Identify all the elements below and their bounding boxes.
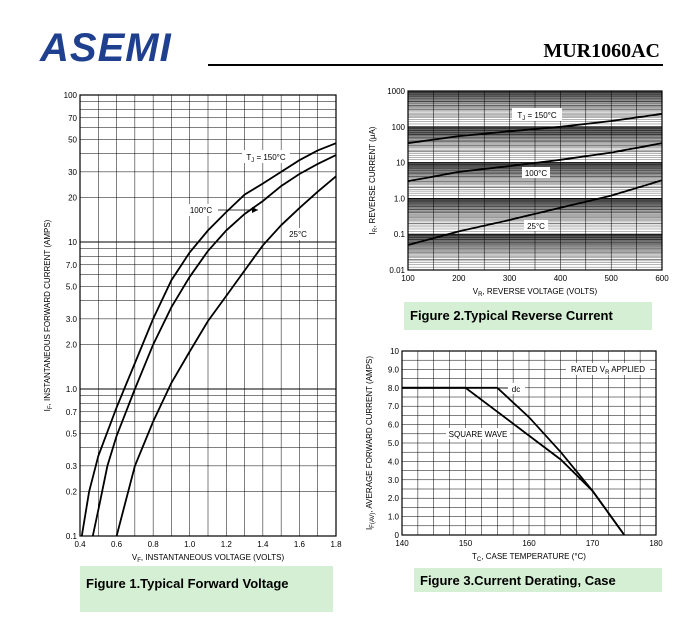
part-number: MUR1060AC xyxy=(543,40,660,62)
fig3-y-tick-label: 2.0 xyxy=(388,494,400,503)
fig1-y-tick-label: 10 xyxy=(68,238,77,247)
fig2-y-tick-label: 1000 xyxy=(387,87,405,96)
fig1-x-tick-label: 1.0 xyxy=(184,540,196,549)
fig3-x-tick-label: 170 xyxy=(586,539,600,548)
fig3-label-bg xyxy=(507,383,525,394)
fig3-y-tick-label: 10 xyxy=(390,347,399,356)
fig3-x-tick-label: 160 xyxy=(522,539,536,548)
fig1-y-tick-label: 0.5 xyxy=(66,429,78,438)
fig1-label-25: 25°C xyxy=(289,230,307,239)
fig1-plot-frame xyxy=(79,94,337,537)
fig2-series-1 xyxy=(407,142,663,183)
fig2-label-100: 100°C xyxy=(525,169,548,178)
fig2-y-tick-label: 0.1 xyxy=(394,230,406,239)
fig2-y-tick-label: 0.01 xyxy=(389,266,405,275)
fig2-label-150: TJ = 150°C xyxy=(517,111,557,122)
fig1-y-tick-label: 7.0 xyxy=(66,261,78,270)
fig1-y-tick-label: 50 xyxy=(68,135,77,144)
fig1-label-150 xyxy=(242,150,290,163)
fig1-label-bg xyxy=(186,204,216,216)
fig3-label-square-wave: SQUARE WAVE xyxy=(449,430,508,439)
fig3-label-rated: RATED VR APPLIED xyxy=(571,365,645,376)
fig1-y-tick-label: 30 xyxy=(68,168,77,177)
figure-3-caption: Figure 3.Current Derating, Case xyxy=(414,568,662,592)
fig1-y-tick-label: 3.0 xyxy=(66,315,78,324)
fig1-x-tick-label: 1.6 xyxy=(294,540,306,549)
fig3-x-tick-label: 140 xyxy=(395,539,409,548)
fig1-x-axis-label: VF, INSTANTANEOUS VOLTAGE (VOLTS) xyxy=(132,553,285,564)
fig2-x-tick-label: 500 xyxy=(605,274,619,283)
header-rule xyxy=(208,64,663,66)
fig3-series-1 xyxy=(402,386,626,536)
fig1-label-100-arrowhead xyxy=(252,207,258,213)
fig2-x-tick-label: 200 xyxy=(452,274,466,283)
fig1-y-tick-label: 0.7 xyxy=(66,408,78,417)
fig3-y-axis-label: IF(AV), AVERAGE FORWARD CURRENT (AMPS) xyxy=(365,356,376,530)
fig3-y-tick-label: 4.0 xyxy=(388,457,400,466)
fig2-x-tick-label: 600 xyxy=(655,274,669,283)
fig3-y-tick-label: 0 xyxy=(395,531,400,540)
fig2-y-tick-label: 10 xyxy=(396,159,405,168)
fig3-y-tick-label: 3.0 xyxy=(388,476,400,485)
fig2-label-bg xyxy=(524,220,548,231)
fig1-x-tick-label: 1.8 xyxy=(330,540,342,549)
fig3-x-tick-label: 150 xyxy=(459,539,473,548)
brand-logo: ASEMI xyxy=(40,26,172,70)
fig3-y-tick-label: 7.0 xyxy=(388,402,400,411)
fig1-series-1 xyxy=(91,154,337,537)
fig1-label-150-text: TJ = 150°C xyxy=(246,153,286,164)
fig1-series-2 xyxy=(115,175,337,537)
fig1-y-tick-label: 0.3 xyxy=(66,462,78,471)
fig1-x-tick-label: 0.4 xyxy=(74,540,86,549)
fig1-y-tick-label: 5.0 xyxy=(66,282,78,291)
fig3-label-bg xyxy=(566,363,650,375)
fig1-x-tick-label: 0.8 xyxy=(148,540,160,549)
fig3-y-tick-label: 6.0 xyxy=(388,421,400,430)
fig3-x-tick-label: 180 xyxy=(649,539,663,548)
fig3-label-dc: dc xyxy=(512,385,520,394)
fig2-x-tick-label: 300 xyxy=(503,274,517,283)
fig3-plot-frame xyxy=(401,350,657,536)
fig3-y-tick-label: 9.0 xyxy=(388,365,400,374)
fig2-x-axis-label: VR, REVERSE VOLTAGE (VOLTS) xyxy=(473,287,598,298)
fig2-label-bg xyxy=(512,108,562,121)
fig2-x-tick-label: 100 xyxy=(401,274,415,283)
fig3-y-tick-label: 8.0 xyxy=(388,384,400,393)
fig1-y-tick-label: 70 xyxy=(68,114,77,123)
fig2-series-2 xyxy=(407,179,663,246)
fig1-label-bg xyxy=(242,150,290,163)
fig2-x-tick-label: 400 xyxy=(554,274,568,283)
figure-1-caption: Figure 1.Typical Forward Voltage xyxy=(80,566,333,612)
fig1-x-tick-label: 1.2 xyxy=(221,540,233,549)
fig1-x-tick-label: 1.4 xyxy=(257,540,269,549)
fig2-label-25: 25°C xyxy=(527,222,545,231)
fig1-y-tick-label: 2.0 xyxy=(66,341,78,350)
fig2-y-tick-label: 1.0 xyxy=(394,194,406,203)
fig3-x-axis-label: TC, CASE TEMPERATURE (°C) xyxy=(472,552,586,563)
fig3-label-bg xyxy=(446,428,510,439)
fig1-y-tick-label: 20 xyxy=(68,194,77,203)
fig1-series-0 xyxy=(80,142,337,537)
fig1-y-tick-label: 0.1 xyxy=(66,532,78,541)
fig1-label-100: 100°C xyxy=(190,206,213,215)
fig2-y-axis-label: IR, REVERSE CURRENT (μA) xyxy=(368,126,379,234)
fig2-y-tick-label: 100 xyxy=(392,123,406,132)
fig1-x-tick-label: 0.6 xyxy=(111,540,123,549)
fig1-y-axis-label: IF, INSTANTANEOUS FORWARD CURRENT (AMPS) xyxy=(43,219,54,411)
fig2-label-bg xyxy=(522,167,550,178)
fig1-y-tick-label: 1.0 xyxy=(66,385,78,394)
fig1-y-tick-label: 100 xyxy=(64,91,78,100)
fig1-y-tick-label: 0.2 xyxy=(66,488,78,497)
fig3-y-tick-label: 1.0 xyxy=(388,513,400,522)
fig1-label-bg xyxy=(284,228,312,240)
fig2-series-0 xyxy=(407,113,663,144)
figure-2-caption: Figure 2.Typical Reverse Current xyxy=(404,302,652,330)
fig3-y-tick-label: 5.0 xyxy=(388,439,400,448)
